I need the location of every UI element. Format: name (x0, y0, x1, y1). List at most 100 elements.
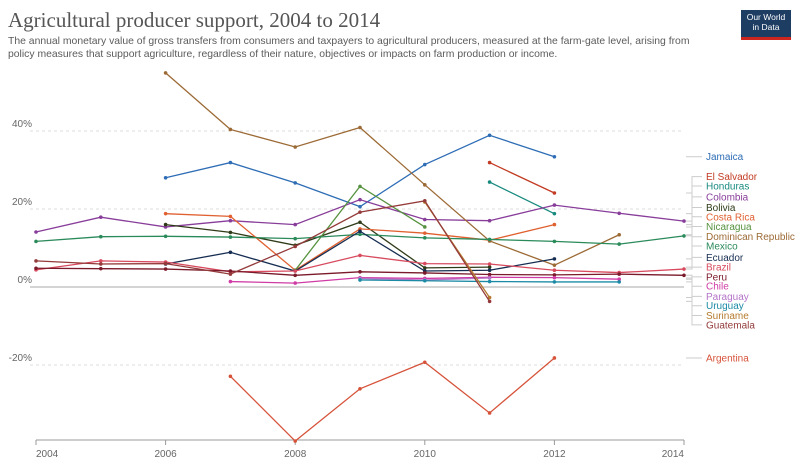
data-point-brazil (682, 267, 686, 271)
data-point-ecuador (487, 268, 492, 273)
legend-label-chile: Chile (706, 282, 729, 293)
data-point-chile (617, 277, 621, 282)
x-tick-label: 2004 (36, 449, 59, 460)
x-tick-label: 2014 (662, 449, 685, 460)
data-point-honduras (487, 180, 492, 184)
x-tick-label: 2008 (284, 449, 307, 460)
data-point-uruguay (487, 279, 492, 284)
y-gridlines: 40% 20% 0% -20% (9, 119, 684, 366)
data-point-peru (163, 267, 168, 271)
data-point-mexico (163, 234, 168, 239)
legend-label-el-salvador: El Salvador (706, 172, 758, 183)
data-point-brazil (293, 269, 298, 273)
data-point-guatemala (34, 259, 38, 263)
data-point-colombia (487, 218, 492, 223)
legend-label-honduras: Honduras (706, 181, 749, 192)
data-point-ecuador (228, 250, 233, 255)
legend-connector-honduras (686, 185, 702, 215)
data-point-dominican-republic (358, 125, 362, 130)
x-tick-label: 2012 (543, 449, 566, 460)
series-line-honduras (489, 181, 555, 215)
series-line-guatemala (35, 200, 491, 302)
data-point-argentina (487, 411, 492, 415)
legend-connector-mexico (686, 235, 702, 247)
data-point-peru (34, 266, 38, 271)
series-lines (34, 71, 686, 443)
data-point-chile (552, 275, 557, 280)
data-point-guatemala (487, 299, 492, 304)
data-point-guatemala (163, 261, 168, 266)
legend-connector-suriname (686, 297, 702, 316)
data-point-mexico (682, 234, 686, 238)
data-point-dominican-republic (552, 263, 557, 267)
data-point-brazil (358, 253, 362, 258)
series-line-jamaica (165, 134, 555, 208)
logo-line2: in Data (752, 22, 780, 32)
data-point-costa-rica (552, 222, 557, 227)
series-line-el-salvador (489, 162, 555, 194)
legend-label-paraguay: Paraguay (706, 292, 749, 303)
data-point-uruguay (552, 280, 557, 284)
data-point-mexico (617, 242, 621, 246)
data-point-peru (423, 271, 427, 275)
data-point-chile (228, 279, 233, 284)
legend-connector-costa-rica (686, 216, 702, 226)
data-point-paraguay (487, 276, 492, 280)
legend-label-uruguay: Uruguay (706, 301, 744, 312)
data-point-brazil (423, 261, 427, 266)
chart-title: Agricultural producer support, 2004 to 2… (8, 8, 381, 32)
data-point-nicaragua (358, 184, 362, 189)
legend-label-ecuador: Ecuador (706, 253, 744, 264)
data-point-suriname (487, 295, 492, 300)
data-point-bolivia (487, 265, 492, 269)
data-point-peru (487, 272, 492, 277)
data-point-peru (228, 269, 233, 273)
legend-label-peru: Peru (706, 272, 727, 283)
legend-label-costa-rica: Costa Rica (706, 212, 755, 223)
data-point-dominican-republic (617, 232, 621, 237)
data-point-costa-rica (228, 214, 233, 219)
data-point-colombia (293, 222, 298, 227)
data-point-peru (552, 273, 557, 277)
data-point-brazil (552, 268, 557, 273)
data-point-jamaica (552, 154, 557, 159)
data-point-guatemala (228, 272, 233, 276)
legend-connector-chile (686, 278, 702, 287)
data-point-colombia (34, 230, 38, 234)
data-point-bolivia (358, 220, 362, 225)
data-point-peru (358, 269, 362, 274)
data-point-jamaica (487, 133, 492, 138)
data-point-dominican-republic (163, 71, 168, 75)
data-point-argentina (293, 439, 298, 443)
data-point-mexico (228, 235, 233, 239)
data-point-bolivia (163, 222, 168, 227)
data-point-mexico (358, 232, 362, 237)
data-point-mexico (487, 237, 492, 242)
data-point-guatemala (358, 210, 362, 214)
legend-label-dominican-republic: Dominican Republic (706, 232, 795, 243)
data-point-colombia (99, 215, 103, 219)
data-point-argentina (423, 360, 427, 365)
legend-connector-ecuador (686, 256, 702, 260)
data-point-uruguay (358, 278, 362, 282)
data-point-jamaica (293, 181, 298, 185)
owid-logo[interactable]: Our World in Data (741, 10, 791, 40)
data-point-argentina (358, 386, 362, 391)
data-point-ecuador (552, 257, 557, 261)
data-point-colombia (228, 218, 233, 223)
legend-label-bolivia: Bolivia (706, 203, 736, 214)
data-point-nicaragua (423, 225, 427, 229)
data-point-guatemala (293, 244, 298, 249)
y-tick-label: -20% (9, 353, 32, 364)
data-point-costa-rica (423, 231, 427, 235)
data-point-jamaica (163, 176, 168, 180)
data-point-dominican-republic (423, 183, 427, 187)
y-tick-label: 40% (12, 119, 32, 130)
legend-label-mexico: Mexico (706, 242, 738, 253)
y-tick-label: 0% (18, 275, 33, 286)
data-point-jamaica (228, 160, 233, 165)
data-point-bolivia (423, 266, 427, 270)
data-point-colombia (617, 211, 621, 216)
data-point-uruguay (617, 280, 621, 284)
